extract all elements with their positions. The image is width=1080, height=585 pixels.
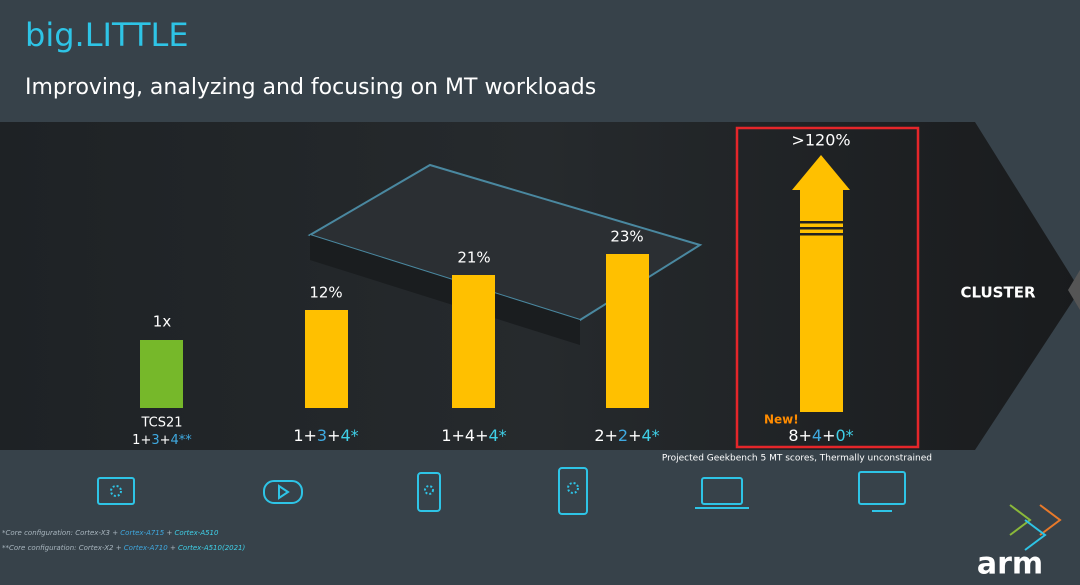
config-label-part: 0*	[836, 426, 854, 445]
config-label-part: 4	[812, 426, 822, 445]
logo-chevron	[1009, 504, 1032, 536]
icon-tablet	[558, 467, 588, 515]
stripe	[800, 221, 843, 224]
icon-tv	[97, 477, 135, 505]
config-label-part: +	[160, 433, 171, 448]
config-label-part: 4**	[171, 433, 193, 448]
config-label: 1+3+4*	[293, 426, 358, 445]
footnote-part: **Core configuration: Cortex-X2 +	[2, 544, 124, 552]
footnote-part: Cortex-A510(2021)	[178, 544, 245, 552]
bar	[452, 275, 495, 408]
config-label-part: 4*	[488, 426, 506, 445]
arrow-bar	[792, 155, 850, 412]
bar	[305, 310, 348, 408]
footnote-part: Cortex-A710	[124, 544, 168, 552]
logo: arm	[977, 547, 1043, 582]
chip-side	[310, 235, 580, 345]
arrow-right	[1068, 270, 1080, 310]
config-label: 2+2+4*	[594, 426, 659, 445]
config-label-part: +	[327, 426, 340, 445]
icon-dot	[424, 485, 434, 495]
config-label-part: 2	[618, 426, 628, 445]
bar-label: 1x	[153, 313, 172, 331]
config-label: 1+3+4**	[132, 433, 192, 448]
footnote-part: *Core configuration: Cortex-X3 +	[2, 529, 120, 537]
bar-label: >120%	[791, 131, 850, 150]
bar-label: 12%	[309, 284, 342, 302]
icon-dot	[110, 485, 122, 497]
subtitle: Improving, analyzing and focusing on MT …	[25, 75, 596, 100]
config-label: 1+4+4*	[441, 426, 506, 445]
icons	[97, 467, 906, 515]
source-note: Projected Geekbench 5 MT scores, Thermal…	[662, 454, 932, 464]
config-label-part: 1+4+	[441, 426, 488, 445]
config-label: 8+4+0*	[788, 426, 853, 445]
icon-play	[278, 484, 290, 500]
config-label-part: +	[822, 426, 835, 445]
bar-name: TCS21	[140, 416, 182, 431]
stripe	[800, 227, 843, 230]
badge: New!	[764, 413, 799, 427]
cluster-label: CLUSTER	[960, 284, 1035, 302]
config-label-part: 4*	[642, 426, 660, 445]
footnote-part: Cortex-A510	[175, 529, 219, 537]
bar-label: 23%	[610, 228, 643, 246]
icon-laptop	[701, 477, 743, 505]
logo-chevron	[1024, 519, 1047, 551]
footnote: **Core configuration: Cortex-X2 + Cortex…	[2, 544, 246, 552]
config-label-part: 1+	[293, 426, 317, 445]
icon-dot	[567, 482, 579, 494]
footnote-part: +	[168, 544, 178, 552]
icon-desktop	[858, 471, 906, 505]
config-label-part: 4*	[341, 426, 359, 445]
footnote: *Core configuration: Cortex-X3 + Cortex-…	[2, 529, 219, 537]
highlight-box	[735, 126, 920, 449]
bar-label: 21%	[457, 249, 490, 267]
config-label-part: +	[628, 426, 641, 445]
config-label-part: 3	[317, 426, 327, 445]
stripe	[800, 233, 843, 236]
bar	[140, 340, 183, 408]
icon-vr	[263, 480, 303, 504]
title: big.LITTLE	[25, 16, 189, 54]
config-label-part: 2+	[594, 426, 618, 445]
footnote-part: Cortex-A715	[120, 529, 164, 537]
logo-chevron	[1039, 504, 1062, 536]
config-label-part: 3	[151, 433, 159, 448]
icon-phone	[417, 472, 441, 512]
config-label-part: 1+	[132, 433, 151, 448]
footnote-part: +	[164, 529, 174, 537]
logo-marks	[1009, 504, 1062, 551]
bar	[606, 254, 649, 408]
config-label-part: 8+	[788, 426, 812, 445]
